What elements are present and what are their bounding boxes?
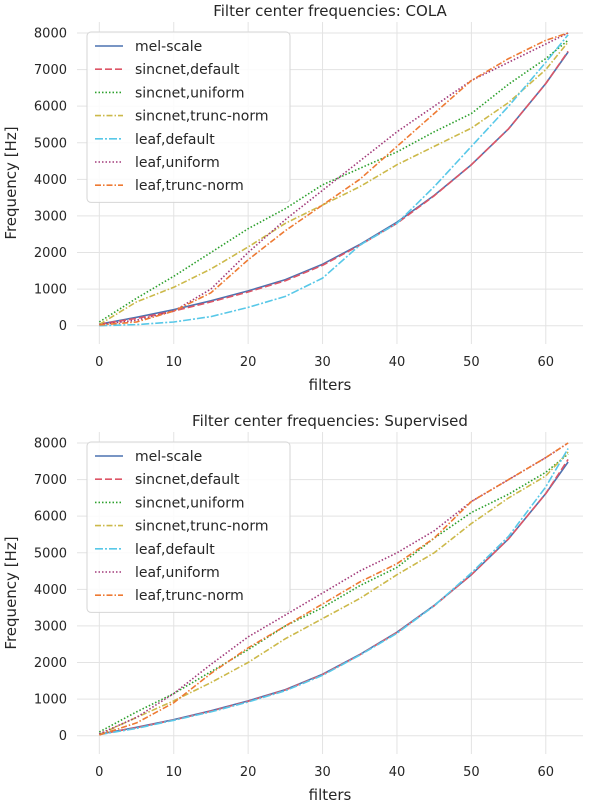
x-tick-label: 40 [389, 765, 406, 780]
x-tick-label: 50 [463, 355, 480, 370]
x-axis-label: filters [309, 786, 352, 804]
x-tick-label: 10 [165, 765, 182, 780]
series-line-leaf-trunc-norm [99, 32, 569, 326]
legend: mel-scale sincnet,default sincnet,uniform s… [86, 441, 291, 613]
x-tick-label: 50 [463, 765, 480, 780]
y-tick-label: 6000 [34, 510, 67, 525]
chart-title: Filter center frequencies: Supervised [192, 412, 468, 430]
legend-label: mel-scale [135, 449, 202, 465]
legend-label: sincnet,uniform [135, 495, 244, 511]
legend: mel-scale sincnet,default sincnet,uniform s… [86, 31, 291, 203]
x-tick-label: 60 [538, 355, 555, 370]
legend-box [86, 31, 291, 203]
y-axis-label: Frequency [Hz] [2, 536, 20, 649]
legend-label: leaf,trunc-norm [135, 178, 244, 194]
y-tick-label: 8000 [34, 26, 67, 41]
series-line-leaf-default [99, 448, 569, 736]
y-tick-label: 2000 [34, 656, 67, 671]
x-tick-label: 30 [314, 355, 331, 370]
legend-label: mel-scale [135, 39, 202, 55]
y-tick-label: 4000 [34, 583, 67, 598]
x-axis-label: filters [309, 376, 352, 394]
y-tick-label: 2000 [34, 246, 67, 261]
x-tick-label: 20 [240, 765, 257, 780]
legend-label: leaf,trunc-norm [135, 588, 244, 604]
y-tick-label: 3000 [34, 209, 67, 224]
y-tick-label: 8000 [34, 436, 67, 451]
y-tick-label: 6000 [34, 100, 67, 115]
legend-label: leaf,uniform [135, 565, 220, 581]
legend-box [86, 441, 291, 613]
legend-label: sincnet,default [135, 62, 240, 78]
series-line-leaf-uniform [98, 442, 569, 735]
legend-label: sincnet,trunc-norm [135, 519, 269, 535]
chart-title: Filter center frequencies: COLA [213, 2, 447, 20]
legend-label: leaf,default [135, 542, 215, 558]
x-tick-label: 30 [314, 765, 331, 780]
series-line-sincnet-default [99, 50, 569, 325]
series-line-sincnet-uniform [98, 453, 569, 733]
legend-label: leaf,uniform [135, 155, 220, 171]
legend-label: sincnet,uniform [135, 85, 244, 101]
x-tick-label: 20 [240, 355, 257, 370]
series-line-leaf-uniform [99, 32, 569, 326]
y-tick-label: 4000 [34, 173, 67, 188]
series-line-leaf-trunc-norm [99, 442, 569, 736]
legend-label: leaf,default [135, 132, 215, 148]
y-tick-label: 1000 [34, 693, 67, 708]
y-tick-label: 7000 [34, 473, 67, 488]
x-tick-label: 40 [389, 355, 406, 370]
chart-supervised: 0 10 20 30 40 50 60 0 1000 2000 3000 4000 5000 6000 70… [2, 412, 583, 804]
y-tick-label: 1000 [34, 283, 67, 298]
x-tick-label: 10 [165, 355, 182, 370]
x-tick-label: 0 [95, 765, 103, 780]
y-tick-label: 5000 [34, 136, 67, 151]
series-line-sincnet-uniform [98, 39, 569, 323]
y-tick-label: 5000 [34, 546, 67, 561]
series-line-leaf-default [99, 34, 569, 327]
y-tick-label: 7000 [34, 63, 67, 78]
y-tick-label: 0 [59, 729, 67, 744]
y-axis-label: Frequency [Hz] [2, 126, 20, 239]
legend-label: sincnet,default [135, 472, 240, 488]
x-tick-label: 0 [95, 355, 103, 370]
chart-cola: 0 10 20 30 40 50 60 0 1000 2000 3000 4000 5000 6000 70… [2, 2, 583, 394]
x-tick-label: 60 [538, 765, 555, 780]
legend-label: sincnet,trunc-norm [135, 109, 269, 125]
y-tick-label: 0 [59, 319, 67, 334]
y-tick-label: 3000 [34, 619, 67, 634]
